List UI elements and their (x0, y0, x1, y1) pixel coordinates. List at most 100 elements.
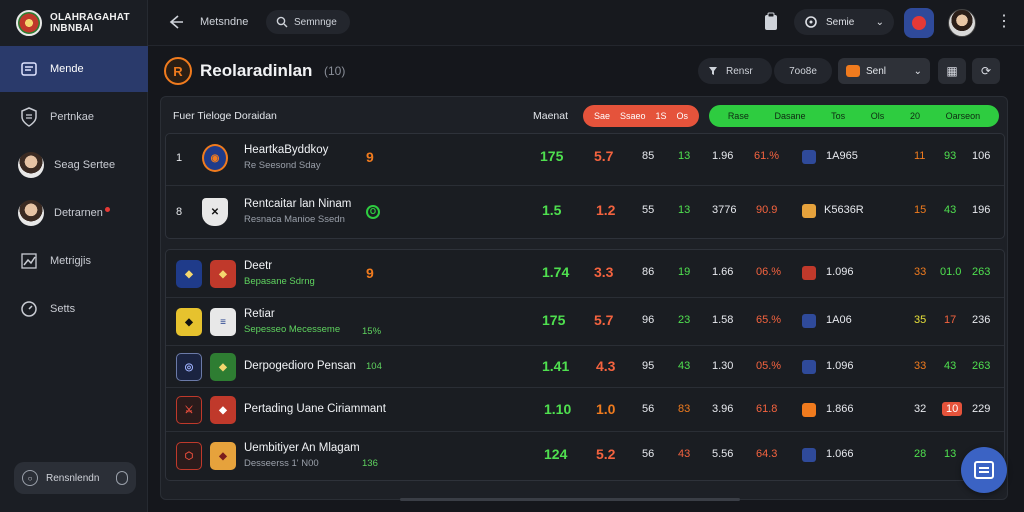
column-header[interactable]: Oarseon (945, 111, 981, 121)
table-header: Fuer Tieloge Doraidan Maenat Sae Ssaeo 1… (161, 103, 1007, 129)
notification-dot (104, 206, 110, 212)
cell-v8: 15 (914, 204, 927, 216)
row-tag: O (366, 205, 380, 219)
brand-name: OLAHRAGAHAT INBNBAI (50, 12, 130, 34)
cell-v5: 1.58 (712, 314, 734, 326)
topbar-label[interactable]: Metsndne (200, 16, 249, 28)
cell-v6: 05.% (756, 360, 782, 372)
column-header[interactable]: Sae (593, 111, 610, 121)
column-header[interactable]: Dasane (774, 111, 806, 121)
season-select[interactable]: Semie ⌄ (794, 9, 894, 35)
cell-v4: 13 (678, 150, 691, 162)
cell-v9: 13 (944, 448, 957, 460)
sidebar-item-label: Setts (50, 303, 76, 315)
sidebar-item-settings[interactable]: Setts (0, 286, 148, 332)
sidebar-item-player-2[interactable]: Detrarnen (0, 190, 148, 236)
export-button[interactable]: ▦ (938, 58, 966, 84)
cell-v10: 236 (972, 314, 991, 326)
column-header[interactable]: 20 (909, 111, 920, 121)
cell-v4: 13 (678, 204, 691, 216)
column-header[interactable]: Ols (870, 111, 885, 121)
red-columns-header[interactable]: Sae Ssaeo 1S Os (583, 105, 699, 127)
table-row[interactable]: ⬡ ◆ Uembitiyer An Mlagam Desseerss 1' N0… (166, 432, 1004, 480)
cell-v9: 17 (944, 314, 957, 326)
column-header[interactable]: Rase (727, 111, 749, 121)
filter-icon (709, 67, 717, 75)
cell-v10: 196 (972, 204, 991, 216)
cell-v10: 229 (972, 403, 991, 415)
brand[interactable]: OLAHRAGAHAT INBNBAI (0, 0, 148, 46)
cell-v5: 5.56 (712, 448, 734, 460)
search-button[interactable]: Semnnge (266, 10, 350, 34)
sidebar-item-home[interactable]: Mende (0, 46, 148, 92)
sidebar-footer-label: Rensnlendn (46, 472, 100, 484)
table-row[interactable]: ◎ ◆ Derpogedioro Pensan 104 1.41 4.3 95 … (166, 346, 1004, 388)
date-label: 7oo8e (789, 65, 817, 77)
back-arrow-icon[interactable] (166, 12, 186, 32)
cell-v6: 64.3 (756, 448, 778, 460)
list-view-button[interactable] (961, 447, 1007, 493)
shield-icon (802, 266, 816, 280)
clipboard-icon[interactable] (762, 12, 782, 32)
cell-v6: 90.9 (756, 204, 778, 216)
sidebar-nav: Mende Pertnkae Seag Sertee Detrarnen (0, 46, 148, 334)
table-group-top: 1 ◉ HeartkaByddkoy Re Seesond Sday 9 175… (165, 133, 1005, 239)
page-header: R Reolaradinlan (10) Rensr 7oo8e Senl ⌄ … (164, 56, 1016, 88)
league-logo: R (164, 57, 192, 85)
column-header[interactable]: Ssaeo (619, 111, 646, 121)
cell-v10: 263 (972, 266, 991, 278)
team-name: HeartkaByddkoy (244, 144, 329, 156)
table-row[interactable]: 1 ◉ HeartkaByddkoy Re Seesond Sday 9 175… (166, 134, 1004, 186)
user-avatar[interactable] (948, 9, 976, 37)
filter-label: Rensr (726, 65, 753, 77)
cell-v6: 06.% (756, 266, 782, 278)
cell-v2: 3.3 (594, 264, 614, 280)
column-header[interactable]: Tos (831, 111, 846, 121)
sidebar-footer-button[interactable]: ○ Rensnlendn (14, 462, 136, 494)
league-select-value: Senl (866, 65, 887, 77)
more-vertical-icon[interactable]: ⋮ (996, 13, 1012, 30)
sidebar-item-metrics[interactable]: Metrigjis (0, 238, 148, 284)
cell-v3: 85 (642, 150, 655, 162)
team-crest-icon: ≡ (210, 308, 236, 336)
sidebar-item-player-1[interactable]: Seag Sertee (0, 142, 148, 188)
table-row[interactable]: ⚔ ◆ Pertading Uane Ciriammant 1.10 1.0 5… (166, 388, 1004, 432)
team-name: Retiar (244, 308, 275, 320)
cell-v2: 4.3 (596, 358, 616, 374)
list-icon (974, 461, 994, 479)
cell-v3: 55 (642, 204, 655, 216)
refresh-button[interactable]: ⟳ (972, 58, 1000, 84)
cell-v3: 56 (642, 448, 655, 460)
table-row[interactable]: 8 ✕ Rentcaitar lan Ninam Resnaca Manioe … (166, 186, 1004, 238)
column-header[interactable]: Os (676, 111, 688, 121)
team-crest-icon: ⚔ (176, 396, 202, 424)
row-tag: 104 (366, 361, 382, 372)
cell-v3: 56 (642, 403, 655, 415)
cell-v8: 33 (914, 360, 927, 372)
gear-icon (18, 298, 40, 320)
horizontal-scrollbar[interactable] (400, 498, 740, 501)
column-header[interactable]: 1S (655, 111, 667, 121)
team-crest-icon: ◆ (176, 308, 202, 336)
cell-v9: 43 (944, 360, 957, 372)
date-button[interactable]: 7oo8e (774, 58, 832, 84)
cell-v1: 1.74 (542, 264, 570, 280)
green-columns-header[interactable]: Rase Dasane Tos Ols 20 Oarseon (709, 105, 999, 127)
team-sub: Sepesseo Mecesseme (244, 324, 341, 335)
sidebar-item-teams[interactable]: Pertnkae (0, 94, 148, 140)
filter-button[interactable]: Rensr (698, 58, 772, 84)
cell-v1: 1.5 (542, 202, 562, 218)
table-row[interactable]: ◆ ◆ Deetr Bepasane Sdrng 9 1.74 3.3 86 1… (166, 250, 1004, 298)
team-crest-icon: ◎ (176, 353, 202, 381)
shield-icon (802, 204, 816, 218)
cell-v10: 106 (972, 150, 991, 162)
toggle-icon (116, 471, 128, 485)
table-header-main[interactable]: Maenat (533, 110, 569, 122)
league-select[interactable]: Senl ⌄ (838, 58, 930, 84)
table-row[interactable]: ◆ ≡ Retiar Sepesseo Mecesseme 15% 175 5.… (166, 298, 1004, 346)
notifications-button[interactable] (904, 8, 934, 38)
cell-v10: 263 (972, 360, 991, 372)
cell-v9: 93 (944, 150, 957, 162)
page-count: (10) (324, 64, 346, 78)
cell-v6: 65.% (756, 314, 782, 326)
